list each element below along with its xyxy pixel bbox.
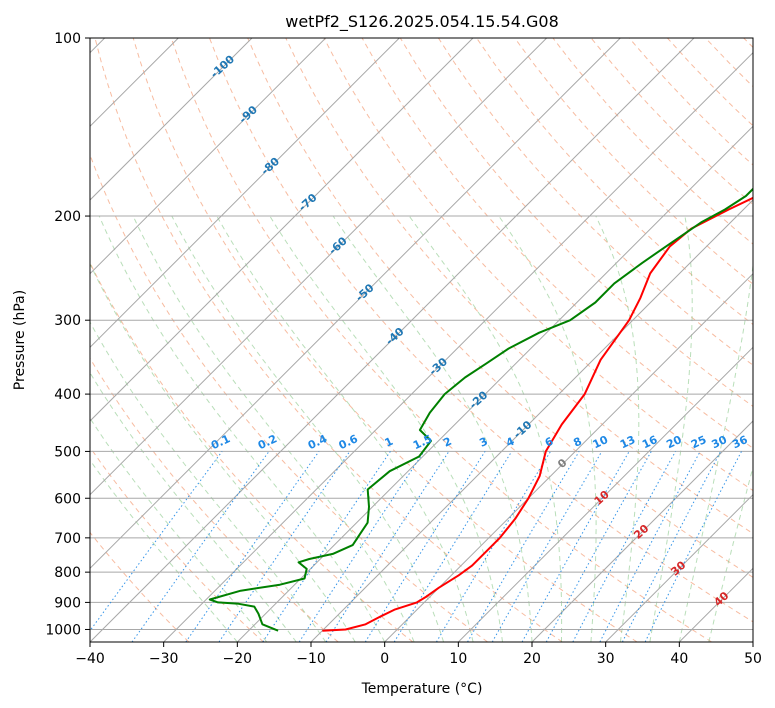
dry-adiabat-line (247, 38, 753, 578)
y-tick-label: 400 (54, 387, 81, 403)
mixing-ratio-line (545, 451, 652, 642)
mixing-ratio-label: 30 (710, 433, 730, 451)
moist-adiabat-line (90, 459, 238, 642)
mixing-ratio-line (218, 451, 351, 642)
isotherm-line (531, 420, 753, 642)
mixing-ratio-label: 36 (730, 433, 750, 451)
x-tick-label: −20 (223, 651, 253, 667)
y-tick-label: 800 (54, 565, 81, 581)
dry-adiabat-line (514, 38, 753, 285)
y-tick-label: 500 (54, 444, 81, 460)
isotherm-line (90, 38, 474, 422)
x-tick-label: 10 (449, 651, 467, 667)
isotherm-line (605, 493, 753, 642)
mixing-ratio-line (621, 451, 722, 642)
mixing-ratio-label: 10 (591, 433, 611, 451)
x-tick-label: 20 (523, 651, 541, 667)
dry-adiabat-line (90, 357, 339, 642)
moist-adiabat-line (171, 215, 445, 642)
moist-adiabat-line (216, 215, 474, 642)
dry-adiabat-line (90, 531, 190, 642)
mixing-ratio-label: 13 (618, 433, 637, 451)
isotherm-line (90, 38, 548, 496)
x-tick-label: −40 (75, 651, 105, 667)
mixing-ratio-line (131, 451, 270, 642)
moist-adiabat-line (90, 417, 268, 642)
mixing-ratio-line (262, 451, 391, 642)
mixing-ratio-line (572, 451, 676, 642)
isotherm-line (163, 51, 753, 642)
moist-adiabat-line (90, 371, 297, 642)
dry-adiabat-line (90, 153, 488, 642)
moist-adiabat-line (678, 261, 753, 642)
y-tick-label: 200 (54, 209, 81, 225)
y-tick-label: 300 (54, 313, 81, 329)
dry-adiabat-line (170, 38, 712, 642)
isotherm-line (384, 272, 753, 642)
temperature-profile-line (322, 196, 753, 632)
mixing-ratio-line (644, 451, 742, 642)
isotherm-line (90, 38, 400, 349)
mixing-ratio-line (90, 451, 223, 632)
isotherm-line (457, 346, 753, 642)
y-tick-label: 100 (54, 31, 81, 47)
mixing-ratio-line (325, 451, 450, 642)
axis-ticks: −40 −30 −20 −10 0 10 20 30 40 50 100 200 300 400 500 60… (45, 31, 762, 667)
dry-adiabat-line (90, 446, 264, 642)
moist-adiabat-line (132, 215, 415, 642)
mixing-ratio-line (393, 451, 513, 642)
x-tick-label: 50 (744, 651, 762, 667)
moist-adiabat-line (595, 215, 640, 642)
moist-adiabat-line (269, 215, 503, 642)
mixing-ratio-line (185, 451, 320, 642)
profile-lines (208, 187, 753, 632)
moist-adiabat-line (498, 215, 597, 642)
y-tick-label: 1000 (45, 622, 81, 638)
x-tick-label: −30 (149, 651, 179, 667)
y-tick-label: 700 (54, 531, 81, 547)
moist-adiabat-line (408, 215, 563, 642)
x-tick-label: −10 (296, 651, 326, 667)
x-tick-label: 0 (380, 651, 389, 667)
dry-adiabat-line (399, 38, 753, 408)
x-tick-label: 30 (597, 651, 615, 667)
dry-adiabat-line (209, 38, 753, 623)
mixing-ratio-line (298, 451, 425, 642)
moist-adiabat-line (90, 321, 327, 642)
isotherm-line (310, 199, 753, 642)
mixing-ratio-label: 16 (640, 433, 660, 451)
moist-adiabat-line (649, 215, 693, 642)
isotherm-line (90, 38, 695, 642)
mixing-ratio-label: 25 (689, 433, 708, 451)
y-tick-label: 600 (54, 491, 81, 507)
isotherm-line (90, 38, 327, 275)
y-tick-label: 900 (54, 595, 81, 611)
chart-title: wetPf2_S126.2025.054.15.54.G08 (285, 12, 559, 32)
moist-adiabat-line (332, 215, 533, 642)
x-tick-label: 40 (670, 651, 688, 667)
dry-adiabat-line (132, 38, 638, 642)
gridlines (90, 38, 753, 642)
mixing-ratio-label: 20 (664, 433, 684, 451)
mixing-ratio-line (521, 451, 630, 642)
dewpoint-profile-line (208, 187, 753, 632)
isotherm-line (90, 38, 621, 570)
isotherm-line (236, 125, 753, 642)
moist-adiabat-line (90, 262, 356, 642)
moist-adiabat-line (708, 465, 753, 642)
y-axis-title: Pressure (hPa) (12, 290, 28, 390)
x-axis-title: Temperature (°C) (361, 681, 483, 697)
plot-frame (89, 37, 754, 643)
isotherm-line (90, 38, 253, 201)
